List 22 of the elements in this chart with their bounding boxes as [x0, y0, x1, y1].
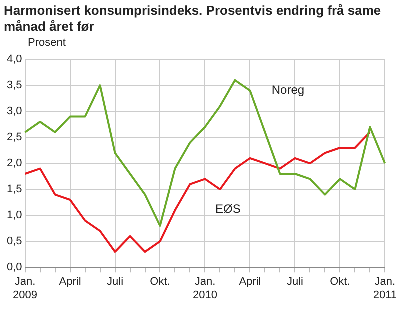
x-tick-label: Jan. 2009	[13, 276, 38, 302]
y-tick-label: 0,5	[6, 236, 22, 248]
y-tick-label: 0,0	[6, 262, 22, 274]
y-tick-label: 1,0	[6, 210, 22, 222]
x-tick-label: Okt.	[150, 276, 170, 288]
series-label: Noreg	[272, 83, 305, 98]
y-tick-label: 4,0	[6, 54, 22, 66]
y-tick-label: 1,5	[6, 184, 22, 196]
x-tick-label: Juli	[286, 276, 304, 288]
y-tick-label: 2,5	[6, 132, 22, 144]
x-tick-label: Okt.	[330, 276, 350, 288]
x-tick-label: April	[239, 276, 262, 288]
y-axis-title: Prosent	[27, 36, 67, 50]
series-label: EØS	[216, 202, 241, 216]
x-tick-label: Jan. 2010	[192, 276, 218, 302]
x-tick-label: Juli	[107, 276, 124, 288]
y-tick-label: 3,5	[6, 80, 22, 92]
y-tick-label: 3,0	[6, 106, 22, 118]
chart-title: Harmonisert konsumprisindeks. Prosentvis endring frå same månad året før	[3, 2, 382, 35]
x-tick-label: Jan. 2011	[373, 276, 397, 302]
y-tick-label: 2,0	[6, 158, 22, 170]
x-tick-label: April	[59, 276, 82, 288]
